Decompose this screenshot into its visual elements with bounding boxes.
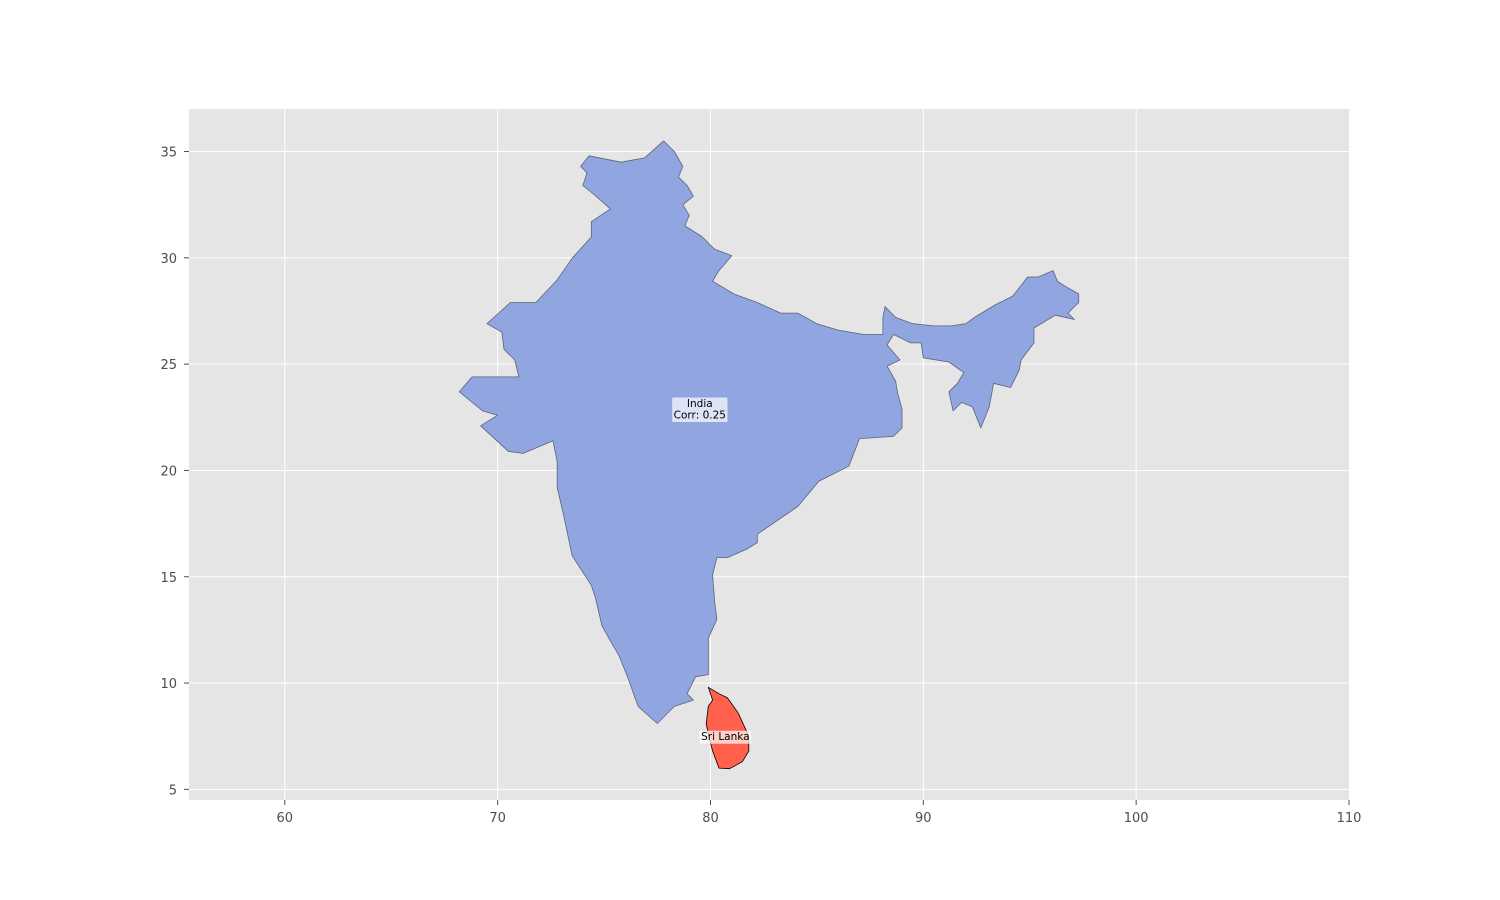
axis-ticks (184, 151, 1350, 805)
annotation-text: India (687, 398, 713, 410)
y-tick-label: 20 (160, 464, 177, 479)
x-tick-label: 80 (702, 811, 719, 826)
country-regions (458, 140, 1080, 770)
region-india[interactable] (458, 140, 1080, 724)
y-tick-label: 15 (160, 571, 177, 586)
y-tick-label: 35 (160, 146, 177, 161)
y-tick-label: 5 (169, 783, 177, 798)
y-tick-label: 25 (160, 358, 177, 373)
annotation-text: Sri Lanka (701, 731, 750, 743)
annotation-box (672, 397, 728, 423)
x-axis-tick-labels: 60 70 80 90 100 110 (277, 811, 1362, 826)
x-tick-label: 60 (277, 811, 294, 826)
y-tick-label: 10 (160, 677, 177, 692)
annotation-box (699, 730, 752, 744)
annotation-text: Corr: 0.25 (674, 410, 726, 422)
x-tick-label: 70 (489, 811, 506, 826)
x-tick-label: 100 (1124, 811, 1149, 826)
region-sri-lanka[interactable] (705, 686, 750, 770)
x-tick-label: 90 (915, 811, 932, 826)
x-tick-label: 110 (1337, 811, 1362, 826)
annotation-sri-lanka: Sri Lanka (699, 730, 752, 744)
y-axis-tick-labels: 5 10 15 20 25 30 35 (160, 146, 177, 799)
y-tick-label: 30 (160, 252, 177, 267)
